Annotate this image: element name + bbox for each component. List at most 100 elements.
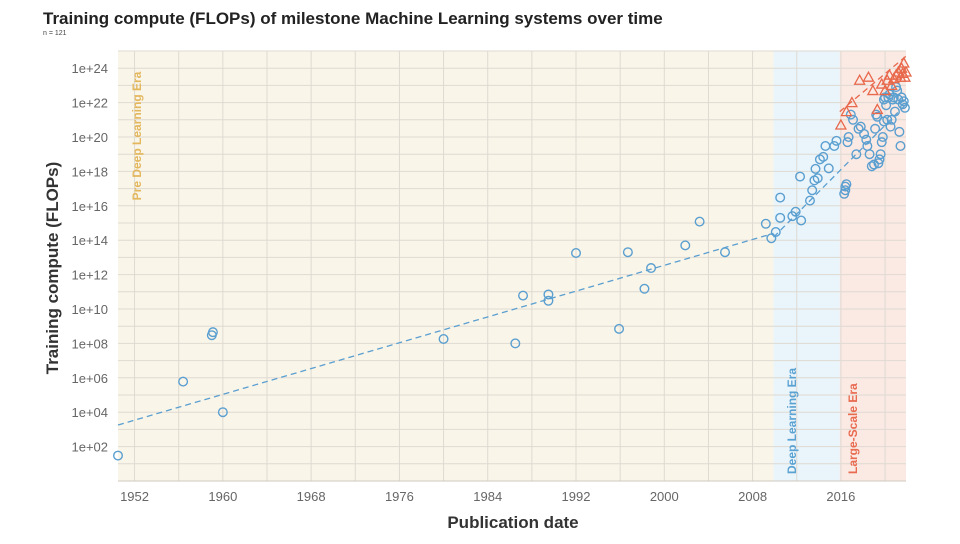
data-point-triangle	[899, 65, 913, 77]
data-point-circle	[207, 327, 218, 338]
y-tick-label: 1e+06	[71, 371, 108, 386]
x-axis-label: Publication date	[447, 513, 578, 532]
x-tick-label: 2016	[826, 489, 855, 504]
y-tick-label: 1e+10	[71, 302, 108, 317]
data-point-circle	[438, 334, 449, 345]
data-point-circle	[775, 192, 786, 203]
data-point-circle	[872, 111, 883, 122]
data-point-circle	[112, 450, 123, 461]
data-point-circle	[694, 216, 705, 227]
era-band-1	[773, 51, 840, 481]
era-band-0	[118, 51, 774, 481]
trendline-1	[773, 103, 907, 238]
x-tick-label: 1976	[385, 489, 414, 504]
data-point-circle	[859, 128, 870, 139]
data-point-circle	[843, 131, 854, 142]
data-point-circle	[864, 149, 875, 160]
data-point-triangle	[895, 61, 908, 73]
data-point-circle	[848, 114, 859, 125]
data-point-triangle	[885, 79, 898, 91]
y-tick-label: 1e+22	[71, 96, 108, 111]
data-point-circle	[543, 295, 554, 306]
data-point-circle	[614, 323, 625, 334]
x-tick-label: 1968	[297, 489, 326, 504]
data-point-circle	[875, 149, 886, 160]
data-point-circle	[889, 106, 900, 117]
data-point-circle	[812, 173, 823, 184]
data-point-triangle	[898, 70, 912, 82]
data-point-circle	[886, 114, 897, 125]
data-point-triangle	[871, 103, 884, 115]
data-point-circle	[853, 123, 864, 134]
data-point-circle	[790, 206, 801, 217]
data-point-circle	[639, 283, 650, 294]
data-point-circle	[894, 126, 905, 137]
data-point-triangle	[845, 96, 859, 108]
data-point-triangle	[853, 73, 866, 85]
data-point-circle	[804, 195, 815, 206]
y-tick-label: 1e+14	[71, 233, 108, 248]
data-point-circle	[795, 171, 806, 182]
data-point-triangle	[883, 68, 896, 80]
data-point-circle	[770, 226, 781, 237]
data-point-circle	[720, 247, 731, 258]
data-point-circle	[845, 109, 856, 120]
trendline-2	[839, 55, 907, 113]
data-point-circle	[840, 185, 851, 196]
data-point-circle	[877, 131, 888, 142]
data-point-circle	[870, 123, 881, 134]
data-point-circle	[680, 240, 691, 251]
y-tick-label: 1e+12	[71, 268, 108, 283]
data-point-circle	[622, 247, 633, 258]
era-label-1: Deep Learning Era	[785, 368, 799, 474]
data-point-circle	[810, 163, 821, 174]
y-axis-label: Training compute (FLOPs)	[43, 162, 62, 375]
data-point-circle	[841, 179, 852, 190]
era-label-2: Large-Scale Era	[846, 383, 860, 474]
x-tick-label: 1952	[120, 489, 149, 504]
data-point-circle	[796, 215, 807, 226]
data-point-triangle	[897, 56, 910, 68]
x-tick-label: 1984	[473, 489, 502, 504]
data-point-circle	[571, 248, 582, 259]
data-point-circle	[899, 102, 910, 113]
data-point-circle	[217, 407, 228, 418]
data-point-triangle	[834, 118, 847, 130]
x-tick-label: 2000	[650, 489, 679, 504]
data-point-triangle	[875, 77, 888, 89]
data-point-triangle	[840, 105, 853, 117]
data-point-circle	[775, 212, 786, 223]
chart-subtitle: n = 121	[43, 30, 67, 37]
data-point-circle	[510, 338, 521, 349]
data-point-circle	[868, 159, 879, 170]
y-tick-label: 1e+18	[71, 164, 108, 179]
data-point-circle	[807, 185, 818, 196]
data-point-circle	[831, 135, 842, 146]
data-point-circle	[760, 218, 771, 229]
data-point-circle	[895, 140, 906, 151]
data-point-circle	[518, 290, 529, 301]
x-tick-label: 1992	[562, 489, 591, 504]
chart-title: Training compute (FLOPs) of milestone Ma…	[43, 9, 663, 28]
y-tick-label: 1e+24	[71, 61, 108, 76]
data-point-circle	[646, 263, 657, 274]
data-point-circle	[861, 134, 872, 145]
data-point-circle	[842, 137, 853, 148]
y-tick-label: 1e+16	[71, 199, 108, 214]
data-point-circle	[874, 154, 885, 165]
data-point-circle	[178, 376, 189, 387]
data-point-circle	[823, 163, 834, 174]
x-tick-label: 1960	[208, 489, 237, 504]
data-point-circle	[885, 121, 896, 132]
y-tick-label: 1e+04	[71, 405, 108, 420]
x-tick-label: 2008	[738, 489, 767, 504]
y-tick-label: 1e+02	[71, 440, 108, 455]
trendline-0	[117, 232, 774, 426]
data-point-circle	[898, 96, 909, 107]
y-tick-label: 1e+20	[71, 130, 108, 145]
data-point-circle	[829, 140, 840, 151]
era-label-0: Pre Deep Learning Era	[130, 71, 144, 200]
data-point-circle	[818, 151, 829, 162]
data-point-circle	[876, 137, 887, 148]
